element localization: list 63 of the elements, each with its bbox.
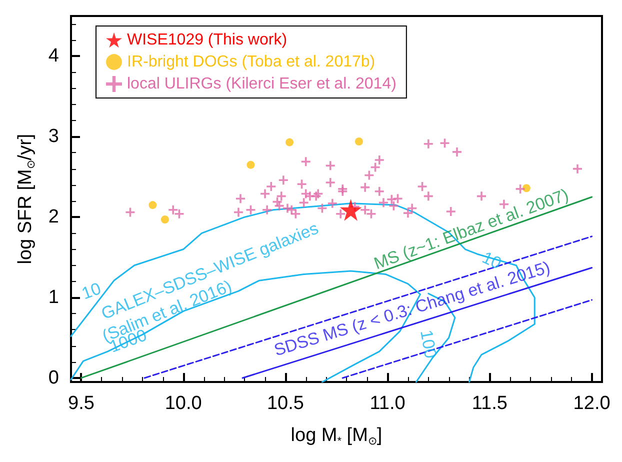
point bbox=[452, 147, 462, 156]
point bbox=[299, 198, 308, 208]
x-tick-label: 12.0 bbox=[573, 393, 610, 414]
point bbox=[393, 194, 402, 204]
point bbox=[301, 157, 310, 166]
point bbox=[408, 204, 417, 213]
y-tick-label: 1 bbox=[48, 287, 59, 308]
point bbox=[403, 208, 412, 218]
point bbox=[387, 194, 396, 204]
legend-label: WISE1029 (This work) bbox=[127, 32, 288, 48]
point bbox=[326, 161, 335, 170]
x-tick-label: 9.5 bbox=[68, 393, 94, 414]
point bbox=[374, 155, 384, 164]
point bbox=[572, 164, 582, 174]
point bbox=[234, 208, 243, 217]
x-tick-label: 10.5 bbox=[266, 393, 304, 414]
point bbox=[262, 205, 272, 214]
point bbox=[336, 209, 346, 218]
point bbox=[424, 139, 433, 148]
point bbox=[326, 178, 335, 188]
point bbox=[286, 138, 294, 146]
point bbox=[246, 205, 256, 214]
point bbox=[291, 209, 300, 218]
y-tick-label: 3 bbox=[48, 126, 59, 148]
point bbox=[374, 186, 384, 196]
x-tick-label: 11.5 bbox=[472, 393, 508, 414]
y-tick-label: 4 bbox=[48, 46, 60, 67]
point bbox=[266, 182, 276, 192]
x-tick-label: 11.0 bbox=[370, 393, 406, 414]
x-tick-label: 10.0 bbox=[164, 393, 202, 414]
legend-label: IR-bright DOGs (Toba et al. 2017b) bbox=[127, 54, 376, 70]
point bbox=[354, 137, 363, 146]
point bbox=[516, 184, 525, 194]
point bbox=[340, 198, 362, 221]
point bbox=[168, 205, 178, 214]
point bbox=[440, 138, 450, 148]
annotation: 100 bbox=[416, 328, 440, 360]
point bbox=[360, 182, 370, 192]
point bbox=[424, 192, 433, 201]
point bbox=[446, 206, 456, 216]
point bbox=[338, 186, 348, 196]
y-tick-label: 2 bbox=[48, 206, 59, 228]
point bbox=[160, 216, 169, 224]
y-axis-title: log SFR [M⊙/yr] bbox=[15, 134, 38, 264]
legend-label: local ULIRGs (Kilerci Eser et al. 2014) bbox=[127, 76, 396, 92]
point bbox=[236, 194, 246, 204]
point bbox=[260, 189, 270, 198]
point bbox=[297, 180, 306, 189]
point bbox=[477, 192, 486, 201]
x-axis-title: log M* [M⊙] bbox=[290, 425, 382, 448]
point bbox=[148, 201, 157, 210]
annotation: 10 bbox=[79, 278, 104, 304]
point bbox=[328, 198, 337, 208]
point bbox=[278, 176, 288, 185]
point bbox=[276, 192, 286, 201]
point bbox=[378, 198, 388, 208]
point bbox=[314, 189, 323, 198]
point bbox=[366, 209, 376, 218]
y-tick-label: 0 bbox=[48, 367, 59, 388]
point bbox=[174, 209, 184, 218]
point bbox=[418, 182, 427, 192]
point bbox=[246, 160, 255, 169]
point bbox=[360, 205, 370, 214]
